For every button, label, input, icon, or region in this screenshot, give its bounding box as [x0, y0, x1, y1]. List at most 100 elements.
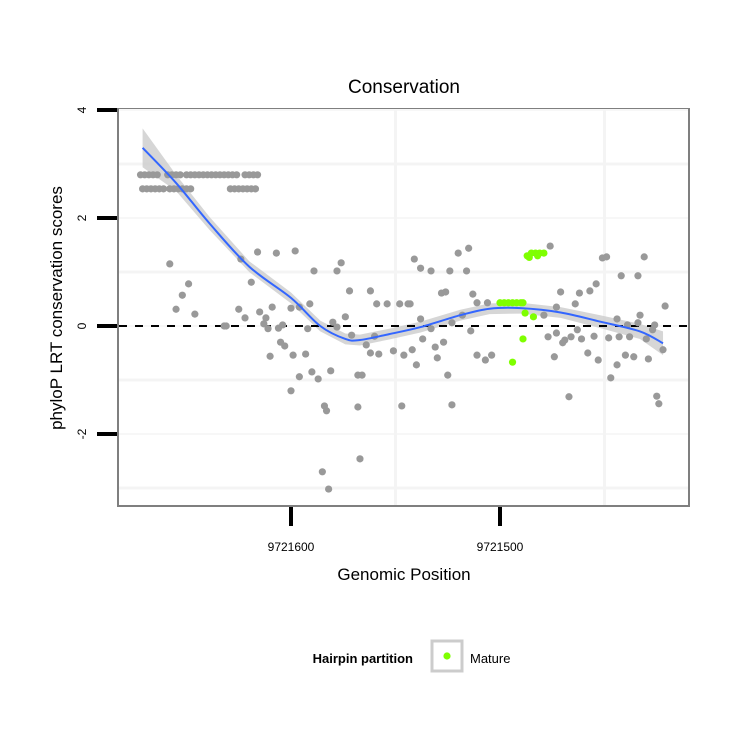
point-other	[577, 335, 586, 343]
point-other	[653, 392, 661, 400]
point-other	[567, 333, 575, 341]
point-other	[590, 332, 598, 340]
point-other	[260, 320, 268, 328]
point-other	[176, 171, 184, 179]
point-other	[289, 351, 297, 359]
point-other	[621, 351, 630, 359]
point-other	[166, 260, 174, 268]
point-other	[295, 303, 303, 311]
point-other	[153, 171, 161, 179]
point-other	[329, 318, 337, 326]
point-other	[333, 323, 341, 331]
point-other	[272, 249, 280, 257]
point-other	[565, 393, 573, 401]
chart-title: Conservation	[348, 77, 460, 98]
point-mature	[519, 299, 527, 307]
point-other	[264, 325, 272, 333]
point-other	[439, 338, 448, 346]
point-other	[483, 299, 492, 307]
point-other	[383, 300, 391, 308]
point-other	[613, 315, 621, 323]
point-other	[444, 371, 452, 379]
point-other	[642, 335, 650, 343]
point-other	[630, 353, 638, 361]
point-other	[617, 272, 625, 280]
point-other	[427, 267, 435, 275]
point-other	[262, 314, 270, 322]
point-other	[634, 319, 642, 327]
point-other	[354, 403, 362, 411]
point-other	[251, 185, 260, 193]
point-other	[256, 308, 264, 316]
point-other	[373, 300, 381, 308]
point-other	[327, 367, 335, 375]
point-other	[366, 349, 375, 357]
point-other	[607, 374, 615, 382]
point-other	[281, 342, 289, 350]
point-other	[465, 244, 473, 252]
y-tick-label: -2	[75, 428, 89, 439]
point-other	[310, 267, 318, 275]
point-other	[431, 343, 439, 351]
point-other	[341, 313, 349, 321]
point-other	[655, 400, 663, 408]
point-mature	[529, 313, 538, 321]
point-other	[473, 351, 481, 359]
point-other	[400, 351, 408, 359]
legend-dot-mature	[443, 652, 451, 660]
point-other	[314, 375, 322, 383]
x-tick-label: 9721600	[268, 540, 315, 554]
point-other	[375, 350, 383, 358]
point-other	[322, 407, 331, 415]
point-other	[469, 290, 477, 298]
point-other	[302, 350, 310, 358]
point-other	[235, 305, 243, 313]
point-other	[287, 387, 295, 395]
point-other	[356, 455, 364, 463]
point-other	[540, 311, 548, 319]
legend-label-mature: Mature	[470, 651, 510, 666]
point-other	[592, 280, 600, 288]
point-other	[454, 249, 462, 257]
point-other	[416, 315, 425, 323]
point-other	[287, 304, 295, 312]
y-tick-label: 0	[75, 322, 89, 329]
point-other	[448, 319, 456, 327]
point-other	[636, 311, 644, 319]
x-axis-label: Genomic Position	[337, 565, 470, 584]
legend-title: Hairpin partition	[313, 651, 413, 666]
point-other	[233, 171, 241, 179]
point-other	[586, 287, 594, 295]
point-other	[241, 314, 249, 322]
point-other	[348, 331, 356, 339]
point-mature	[540, 249, 548, 257]
point-other	[634, 272, 642, 280]
smooth-curve	[141, 147, 664, 345]
point-other	[398, 402, 406, 410]
point-other	[575, 289, 584, 297]
point-other	[661, 302, 669, 310]
point-other	[573, 326, 581, 334]
point-other	[659, 346, 667, 354]
point-other	[404, 300, 412, 308]
y-tick-label: 4	[75, 106, 89, 113]
point-other	[337, 259, 345, 267]
point-other	[222, 322, 230, 330]
point-other	[345, 287, 354, 295]
point-other	[291, 247, 299, 255]
point-other	[389, 347, 398, 355]
point-other	[172, 305, 180, 313]
point-other	[605, 334, 613, 342]
point-other	[448, 401, 456, 409]
point-other	[178, 291, 186, 299]
point-other	[295, 373, 303, 381]
legend: Hairpin partition Mature	[313, 639, 510, 673]
point-other	[640, 253, 648, 261]
point-other	[473, 299, 481, 307]
point-other	[253, 171, 262, 179]
point-mature	[519, 335, 527, 343]
point-other	[552, 329, 561, 337]
point-other	[651, 321, 659, 329]
point-other	[615, 333, 623, 341]
